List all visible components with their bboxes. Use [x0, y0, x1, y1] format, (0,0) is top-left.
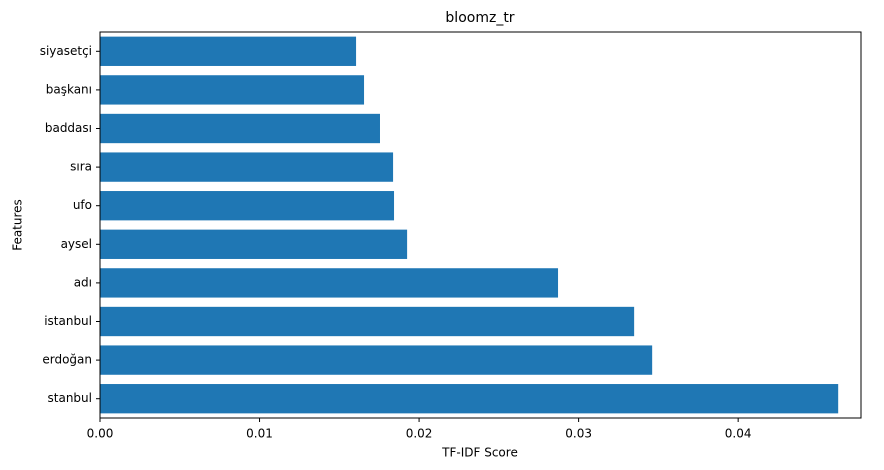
x-tick-label: 0.01 — [246, 427, 273, 441]
y-tick-label: ufo — [73, 198, 92, 212]
bar — [100, 75, 365, 105]
y-tick-label: aysel — [61, 237, 92, 251]
chart-title: bloomz_tr — [445, 10, 514, 26]
bar — [100, 345, 653, 375]
x-axis-label: TF-IDF Score — [441, 446, 518, 460]
y-tick-label: istanbul — [44, 314, 92, 328]
y-tick-label: adı — [74, 275, 92, 289]
bar — [100, 113, 380, 144]
x-tick-label: 0.03 — [565, 427, 592, 441]
y-tick-label: sıra — [70, 160, 92, 174]
x-tick-label: 0.02 — [406, 427, 433, 441]
x-tick-label: 0.04 — [725, 427, 752, 441]
y-axis-label: Features — [11, 199, 25, 251]
plot-frame — [99, 31, 862, 419]
bar — [100, 36, 357, 66]
y-tick-label: başkanı — [46, 82, 92, 96]
x-tick-label: 0.00 — [87, 427, 114, 441]
bar — [100, 306, 635, 337]
bar — [100, 268, 559, 298]
y-tick-label: stanbul — [48, 391, 92, 405]
bar — [100, 384, 839, 414]
y-tick-label: siyasetçi — [40, 44, 92, 58]
bar — [100, 191, 395, 221]
bar — [100, 229, 408, 259]
bar — [100, 152, 394, 182]
y-tick-label: erdoğan — [42, 353, 92, 367]
y-tick-label: baddası — [45, 121, 92, 135]
